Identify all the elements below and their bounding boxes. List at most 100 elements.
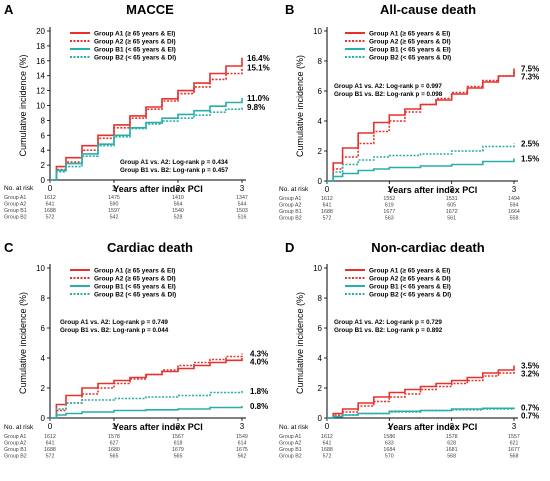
y-tick-label: 2 — [41, 161, 46, 170]
panel-title: Non-cardiac death — [371, 240, 484, 255]
at-risk-group: Group A2 — [4, 441, 26, 447]
at-risk-value: 1684 — [383, 447, 395, 453]
series-line-b2 — [327, 407, 515, 419]
y-tick-label: 0 — [318, 414, 323, 423]
at-risk-group: Group B2 — [279, 216, 302, 222]
at-risk-value: 1612 — [321, 434, 333, 440]
x-tick-label: 3 — [512, 422, 517, 431]
end-value-label: 16.4% — [247, 54, 270, 63]
at-risk-header: No. at risk — [4, 185, 34, 192]
at-risk-value: 1679 — [172, 447, 184, 453]
at-risk-value: 564 — [174, 202, 183, 208]
y-tick-label: 4 — [41, 354, 46, 363]
series-line-b1 — [327, 158, 515, 182]
at-risk-value: 542 — [110, 215, 119, 221]
x-tick-label: 0 — [325, 422, 330, 431]
log-rank-stat: Group A1 vs. A2: Log-rank p = 0.729 — [334, 319, 442, 326]
series-line-a2 — [327, 370, 515, 419]
y-tick-label: 6 — [318, 324, 323, 333]
x-tick-label: 3 — [512, 185, 517, 194]
at-risk-value: 565 — [174, 454, 183, 460]
legend-label: Group B2 (< 65 years & DI) — [369, 292, 451, 299]
y-axis-title: Cumulative incidence (%) — [18, 292, 28, 394]
at-risk-value: 1612 — [321, 196, 333, 202]
series-line-a1 — [50, 57, 243, 181]
at-risk-value: 562 — [238, 454, 247, 460]
at-risk-value: 572 — [46, 215, 55, 221]
at-risk-value: 1688 — [44, 447, 56, 453]
log-rank-stat: Group B1 vs. B2: Log-rank p = 0.892 — [334, 327, 443, 334]
at-risk-value: 627 — [110, 441, 119, 447]
end-value-label: 4.0% — [250, 358, 268, 367]
y-tick-label: 6 — [318, 87, 323, 96]
x-tick-label: 1 — [112, 422, 117, 431]
y-tick-label: 12 — [36, 87, 45, 96]
at-risk-value: 1531 — [446, 196, 458, 202]
y-tick-label: 0 — [318, 177, 323, 186]
legend-label: Group A1 (≥ 65 years & EI) — [369, 268, 450, 275]
at-risk-value: 641 — [46, 202, 55, 208]
at-risk-value: 1586 — [383, 434, 395, 440]
y-tick-label: 8 — [318, 57, 323, 66]
x-axis-title: Years after index PCI — [388, 422, 478, 432]
x-tick-label: 1 — [112, 184, 117, 193]
series-line-a2 — [327, 71, 515, 182]
at-risk-value: 568 — [510, 454, 519, 460]
at-risk-value: 628 — [447, 441, 456, 447]
at-risk-group: Group A2 — [279, 441, 301, 447]
at-risk-value: 641 — [46, 441, 55, 447]
y-tick-label: 6 — [41, 324, 46, 333]
at-risk-group: Group B2 — [4, 454, 27, 460]
at-risk-value: 1680 — [108, 447, 120, 453]
legend-label: Group A2 (≥ 65 years & DI) — [369, 276, 451, 283]
at-risk-value: 1677 — [508, 447, 520, 453]
y-tick-label: 8 — [41, 294, 46, 303]
legend-label: Group A2 (≥ 65 years & DI) — [369, 39, 451, 46]
at-risk-value: 572 — [323, 454, 332, 460]
at-risk-value: 1410 — [172, 195, 184, 201]
log-rank-stat: Group A1 vs. A2: Log-rank p = 0.749 — [60, 319, 168, 326]
at-risk-value: 1688 — [44, 208, 56, 214]
y-tick-label: 10 — [36, 102, 45, 111]
y-tick-label: 8 — [41, 116, 46, 125]
end-value-label: 11.0% — [247, 94, 269, 103]
at-risk-value: 570 — [385, 454, 394, 460]
at-risk-value: 1540 — [172, 208, 184, 214]
at-risk-value: 572 — [46, 454, 55, 460]
y-tick-label: 10 — [313, 27, 322, 36]
legend-label: Group B1 (< 65 years & EI) — [94, 284, 176, 291]
at-risk-header: No. at risk — [279, 186, 309, 193]
series-line-b1 — [50, 406, 243, 419]
at-risk-group: Group A2 — [4, 202, 26, 208]
legend-label: Group B1 (< 65 years & EI) — [369, 284, 451, 291]
legend-label: Group A2 (≥ 65 years & DI) — [94, 39, 176, 46]
at-risk-group: Group B1 — [279, 209, 302, 215]
x-tick-label: 3 — [240, 422, 245, 431]
at-risk-group: Group B2 — [279, 454, 302, 460]
at-risk-value: 621 — [510, 441, 519, 447]
x-axis-title: Years after index PCI — [113, 422, 203, 432]
x-axis-title: Years after index PCI — [113, 184, 203, 194]
end-value-label: 15.1% — [247, 64, 270, 73]
y-tick-label: 10 — [36, 264, 45, 273]
at-risk-value: 544 — [238, 202, 247, 208]
at-risk-group: Group B2 — [4, 215, 27, 221]
at-risk-value: 516 — [238, 215, 247, 221]
at-risk-value: 563 — [385, 216, 394, 222]
at-risk-value: 1578 — [108, 434, 120, 440]
end-value-label: 2.5% — [521, 140, 539, 149]
y-tick-label: 2 — [41, 384, 46, 393]
x-tick-label: 2 — [176, 184, 181, 193]
y-tick-label: 14 — [36, 72, 45, 81]
at-risk-value: 594 — [510, 203, 519, 209]
at-risk-value: 1549 — [236, 434, 248, 440]
at-risk-group: Group B1 — [4, 447, 27, 453]
panel-c: C Cardiac death 0 2 4 6 8 10 0 1 2 3 Cumulative inci… — [4, 240, 268, 460]
series-line-b2 — [50, 107, 243, 181]
panel-d: D Non-cardiac death 0 2 4 6 8 10 0 1 2 3 Cumulative … — [279, 240, 539, 460]
at-risk-value: 641 — [323, 441, 332, 447]
at-risk-group: Group B1 — [4, 208, 27, 214]
at-risk-value: 1688 — [321, 447, 333, 453]
